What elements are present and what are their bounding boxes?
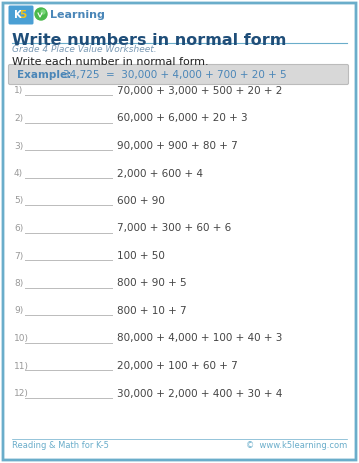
Text: 7,000 + 300 + 60 + 6: 7,000 + 300 + 60 + 6 (117, 224, 231, 233)
Text: 60,000 + 6,000 + 20 + 3: 60,000 + 6,000 + 20 + 3 (117, 113, 248, 124)
FancyBboxPatch shape (3, 3, 356, 460)
Text: Reading & Math for K-5: Reading & Math for K-5 (12, 442, 109, 450)
Text: 5): 5) (14, 196, 23, 206)
FancyBboxPatch shape (9, 6, 33, 25)
Text: 2,000 + 600 + 4: 2,000 + 600 + 4 (117, 169, 203, 179)
Text: ©  www.k5learning.com: © www.k5learning.com (246, 442, 347, 450)
Text: 2): 2) (14, 114, 23, 123)
Text: Learning: Learning (50, 10, 105, 20)
Text: 600 + 90: 600 + 90 (117, 196, 165, 206)
Text: 70,000 + 3,000 + 500 + 20 + 2: 70,000 + 3,000 + 500 + 20 + 2 (117, 86, 283, 96)
Text: 20,000 + 100 + 60 + 7: 20,000 + 100 + 60 + 7 (117, 361, 238, 371)
Text: 800 + 90 + 5: 800 + 90 + 5 (117, 279, 187, 288)
Text: 90,000 + 900 + 80 + 7: 90,000 + 900 + 80 + 7 (117, 141, 238, 151)
Circle shape (41, 10, 45, 14)
Text: 7): 7) (14, 251, 23, 261)
Text: 100 + 50: 100 + 50 (117, 251, 165, 261)
Text: 6): 6) (14, 224, 23, 233)
Text: Example:: Example: (17, 70, 71, 80)
Text: 4): 4) (14, 169, 23, 178)
Text: 34,725  =  30,000 + 4,000 + 700 + 20 + 5: 34,725 = 30,000 + 4,000 + 700 + 20 + 5 (63, 70, 286, 80)
Text: Grade 4 Place Value Worksheet.: Grade 4 Place Value Worksheet. (12, 45, 157, 54)
Text: 10): 10) (14, 334, 29, 343)
Text: 3): 3) (14, 142, 23, 150)
FancyBboxPatch shape (9, 64, 349, 85)
Text: K: K (14, 10, 22, 20)
Text: Write each number in normal form.: Write each number in normal form. (12, 57, 209, 67)
Text: 12): 12) (14, 389, 29, 398)
Text: 5: 5 (19, 10, 27, 20)
Text: 11): 11) (14, 362, 29, 370)
Text: 1): 1) (14, 87, 23, 95)
Text: Write numbers in normal form: Write numbers in normal form (12, 33, 286, 48)
Text: 9): 9) (14, 307, 23, 315)
Text: 8): 8) (14, 279, 23, 288)
Text: 800 + 10 + 7: 800 + 10 + 7 (117, 306, 187, 316)
Text: 30,000 + 2,000 + 400 + 30 + 4: 30,000 + 2,000 + 400 + 30 + 4 (117, 388, 283, 399)
Circle shape (35, 8, 47, 20)
Text: 80,000 + 4,000 + 100 + 40 + 3: 80,000 + 4,000 + 100 + 40 + 3 (117, 333, 283, 344)
